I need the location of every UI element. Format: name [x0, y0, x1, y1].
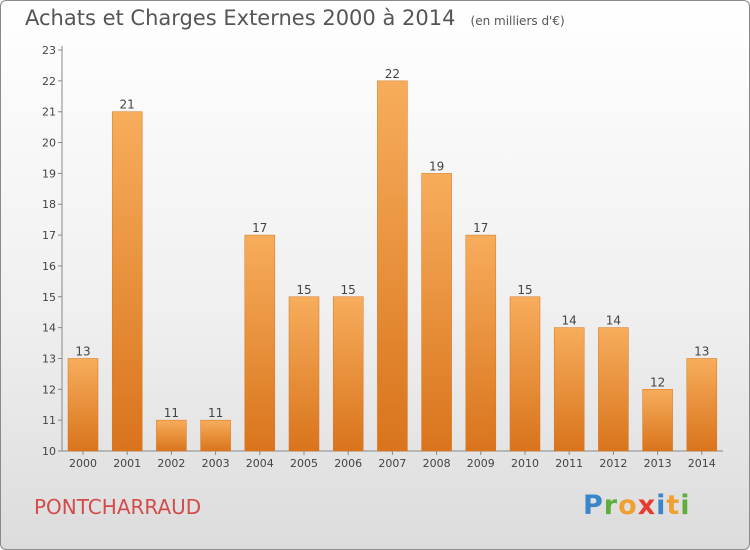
- bar-value-label: 13: [694, 344, 709, 358]
- bar-value-label: 15: [517, 283, 532, 297]
- bar-value-label: 11: [208, 406, 223, 420]
- x-tick-label: 2011: [555, 457, 583, 470]
- bar-2004: [244, 234, 276, 452]
- x-tick-label: 2002: [157, 457, 185, 470]
- y-tick-label: 14: [42, 322, 56, 335]
- x-tick-label: 2009: [467, 457, 495, 470]
- y-tick-label: 17: [42, 229, 56, 242]
- bar-2003: [200, 419, 231, 452]
- y-tick-label: 20: [42, 137, 56, 150]
- y-tick-label: 10: [42, 445, 56, 458]
- x-tick-label: 2000: [69, 457, 97, 470]
- bar-2007: [377, 80, 408, 452]
- bar-value-label: 15: [341, 283, 356, 297]
- y-tick-label: 15: [42, 291, 56, 304]
- bar-value-label: 19: [429, 159, 444, 173]
- bar-2005: [288, 296, 320, 452]
- y-tick-label: 22: [42, 75, 56, 88]
- bar-value-label: 11: [164, 406, 179, 420]
- bar-2002: [156, 419, 187, 452]
- bar-2011: [553, 327, 585, 452]
- chart-subtitle: (en milliers d'€): [470, 14, 565, 28]
- y-tick-label: 21: [42, 106, 56, 119]
- y-tick-label: 16: [42, 260, 56, 273]
- x-tick-label: 2004: [246, 457, 274, 470]
- bar-2012: [598, 327, 629, 452]
- x-tick-label: 2013: [644, 457, 672, 470]
- x-tick-label: 2014: [688, 457, 716, 470]
- bar-value-label: 14: [562, 314, 577, 328]
- y-tick-label: 19: [42, 167, 56, 180]
- bar-2008: [421, 173, 452, 452]
- x-tick-label: 2007: [378, 457, 406, 470]
- x-tick-label: 2006: [334, 457, 362, 470]
- x-tick-label: 2010: [511, 457, 539, 470]
- chart-title-row: Achats et Charges Externes 2000 à 2014 (…: [25, 6, 565, 30]
- y-tick-label: 18: [42, 198, 56, 211]
- y-tick-label: 12: [42, 383, 56, 396]
- bar-2000: [67, 358, 99, 452]
- bar-value-label: 22: [385, 67, 400, 81]
- x-tick-label: 2012: [599, 457, 627, 470]
- bar-2001: [111, 111, 143, 452]
- place-name: PONTCHARRAUD: [34, 495, 202, 519]
- bar-value-label: 17: [252, 221, 267, 235]
- bar-value-label: 17: [473, 221, 488, 235]
- x-tick-label: 2003: [202, 457, 230, 470]
- bar-value-label: 12: [650, 375, 665, 389]
- bar-2014: [686, 358, 718, 452]
- bar-2009: [465, 234, 497, 452]
- y-tick-label: 11: [42, 414, 56, 427]
- x-tick-label: 2008: [423, 457, 451, 470]
- x-tick-label: 2005: [290, 457, 318, 470]
- proxiti-logo: Proxiti: [583, 490, 691, 521]
- bar-2010: [509, 296, 541, 452]
- bar-value-label: 14: [606, 314, 621, 328]
- y-tick-label: 13: [42, 352, 56, 365]
- bar-2006: [332, 296, 364, 452]
- y-tick-label: 23: [42, 44, 56, 57]
- bar-value-label: 15: [296, 283, 311, 297]
- bar-value-label: 13: [75, 344, 90, 358]
- bar-2013: [642, 389, 673, 452]
- chart-title: Achats et Charges Externes 2000 à 2014: [25, 6, 456, 30]
- bar-value-label: 21: [120, 98, 135, 112]
- x-tick-label: 2001: [113, 457, 141, 470]
